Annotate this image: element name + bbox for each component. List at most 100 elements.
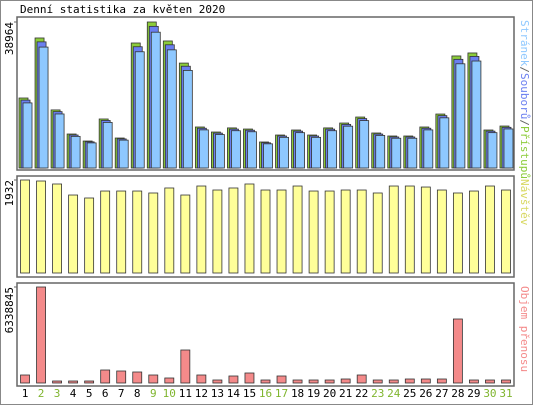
- bar: [375, 135, 386, 169]
- x-tick-label: 29: [467, 387, 480, 400]
- bar: [84, 380, 95, 384]
- bar: [196, 185, 207, 274]
- bar: [212, 379, 223, 384]
- bar: [340, 189, 351, 274]
- bar: [340, 378, 351, 384]
- legend: Objem přenosu: [518, 286, 531, 372]
- x-tick-label: 10: [163, 387, 176, 400]
- y-tick-label: 1932: [3, 180, 16, 207]
- panel: [16, 282, 515, 387]
- bar: [485, 185, 495, 274]
- bar: [212, 189, 223, 274]
- bar: [343, 125, 354, 169]
- bar: [279, 136, 289, 169]
- x-tick-label: 7: [118, 387, 125, 400]
- bar: [292, 379, 303, 384]
- y-tick-label: 38964: [3, 22, 16, 55]
- bar: [100, 369, 111, 384]
- bar: [164, 377, 175, 384]
- bar: [196, 374, 207, 384]
- x-tick-label: 25: [403, 387, 416, 400]
- bar: [38, 46, 49, 169]
- bar: [116, 370, 127, 384]
- bar: [70, 135, 81, 169]
- bar: [52, 183, 62, 274]
- bar: [436, 378, 447, 384]
- chart-title: Denní statistika za květen 2020: [20, 3, 225, 16]
- x-tick-label: 13: [211, 387, 224, 400]
- bar: [391, 137, 402, 169]
- x-tick-label: 17: [275, 387, 288, 400]
- x-tick-label: 31: [499, 387, 512, 400]
- bar: [68, 194, 79, 274]
- bar: [228, 375, 239, 384]
- bar: [52, 380, 62, 384]
- bar: [501, 379, 511, 384]
- bar: [20, 179, 30, 274]
- x-tick-label: 22: [355, 387, 368, 400]
- bar: [260, 189, 271, 274]
- bar: [452, 192, 463, 274]
- bar: [180, 194, 191, 274]
- bar: [180, 349, 191, 384]
- bar: [487, 132, 498, 169]
- bar: [247, 131, 257, 169]
- x-tick-label: 6: [102, 387, 109, 400]
- bar: [84, 197, 95, 274]
- bar: [420, 186, 431, 274]
- x-tick-label: 20: [323, 387, 336, 400]
- legend-entry: Souborů: [518, 73, 531, 119]
- bar: [308, 379, 319, 384]
- legend-entry: Návštěv: [518, 179, 531, 226]
- bar: [324, 190, 335, 274]
- bar: [311, 136, 321, 169]
- bar: [116, 190, 127, 274]
- bar: [102, 122, 113, 169]
- legend-entry: Objem přenosu: [518, 286, 531, 372]
- bar: [22, 102, 33, 169]
- legend-separator: /: [518, 66, 531, 73]
- x-tick-label: 11: [179, 387, 192, 400]
- x-tick-label: 21: [339, 387, 352, 400]
- bar: [469, 379, 479, 384]
- x-tick-label: 12: [195, 387, 208, 400]
- bar: [166, 49, 177, 169]
- bar: [439, 117, 450, 169]
- legend: Návštěv: [518, 179, 531, 226]
- bar: [132, 371, 143, 384]
- bar: [503, 128, 514, 169]
- bar: [148, 192, 159, 274]
- bar: [118, 139, 129, 169]
- bar: [150, 31, 161, 169]
- x-tick-label: 8: [134, 387, 141, 400]
- bar: [36, 180, 46, 274]
- bar: [20, 374, 30, 384]
- bar: [324, 379, 335, 384]
- bar: [100, 190, 111, 274]
- x-tick-label: 18: [291, 387, 304, 400]
- x-tick-label: 26: [419, 387, 432, 400]
- bar: [260, 379, 271, 384]
- x-tick-label: 9: [150, 387, 157, 400]
- bar: [372, 379, 383, 384]
- x-tick-label: 27: [435, 387, 448, 400]
- y-tick-label: 6338845: [3, 287, 16, 333]
- bar: [198, 129, 209, 169]
- bar: [244, 372, 255, 384]
- bar: [68, 380, 79, 384]
- bar: [36, 286, 46, 384]
- x-tick-label: 16: [259, 387, 272, 400]
- bar: [327, 130, 338, 169]
- bar: [356, 374, 367, 384]
- x-tick-label: 15: [243, 387, 256, 400]
- bar: [356, 189, 367, 274]
- legend-entry: Přístupů: [518, 126, 531, 179]
- bar: [501, 189, 511, 274]
- x-tick-label: 2: [38, 387, 45, 400]
- legend-entry: Stránek: [518, 20, 531, 67]
- x-tick-label: 23: [371, 387, 384, 400]
- bar: [388, 185, 399, 274]
- bar: [308, 190, 319, 274]
- bar: [295, 132, 305, 169]
